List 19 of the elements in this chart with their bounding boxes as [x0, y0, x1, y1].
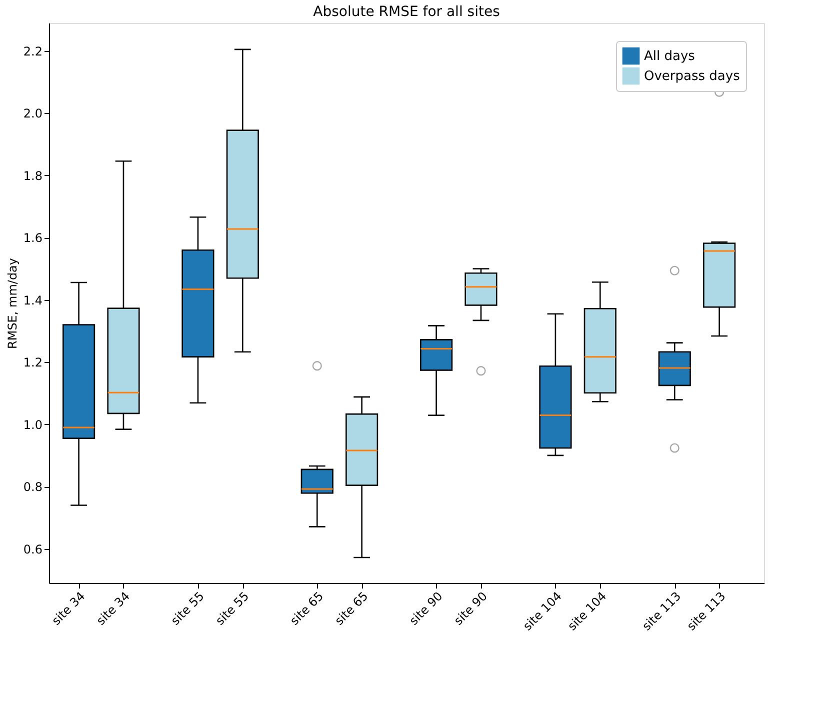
- x-tick-label: site 55: [168, 589, 207, 628]
- y-tick-label: 2.2: [23, 44, 42, 58]
- y-tick-label: 1.4: [23, 293, 42, 308]
- x-tick-label: site 113: [639, 589, 684, 634]
- x-tick-label: site 90: [406, 589, 446, 628]
- y-tick-label: 1.6: [23, 231, 42, 246]
- x-tick-label: site 65: [287, 589, 326, 628]
- y-tick-label: 1.2: [23, 356, 42, 370]
- y-tick-label: 0.6: [23, 542, 42, 556]
- legend-label: All days: [644, 49, 696, 64]
- chart-title: Absolute RMSE for all sites: [313, 4, 500, 20]
- x-tick-label: site 34: [49, 589, 88, 628]
- x-tick-label: site 104: [520, 589, 564, 634]
- legend-label: Overpass days: [644, 69, 740, 84]
- y-tick-label: 0.8: [23, 480, 42, 494]
- y-tick-label: 1.8: [23, 168, 42, 183]
- y-tick-label: 2.0: [23, 106, 42, 121]
- y-tick-label: 1.0: [23, 418, 42, 432]
- y-axis-title: RMSE, mm/day: [5, 258, 20, 350]
